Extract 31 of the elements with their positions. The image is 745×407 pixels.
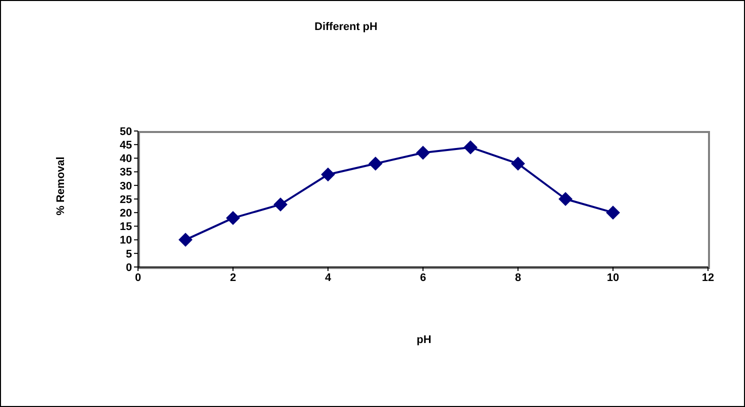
x-tick-label: 0 bbox=[134, 272, 142, 284]
y-tick-label: 50 bbox=[120, 126, 132, 138]
y-tick-label: 35 bbox=[120, 166, 132, 179]
y-axis-title: % Removal bbox=[55, 156, 67, 216]
x-tick-label: 10 bbox=[606, 272, 620, 284]
point bbox=[416, 146, 430, 160]
y-tick-label: 25 bbox=[120, 194, 132, 206]
point bbox=[274, 197, 288, 212]
point bbox=[558, 192, 572, 206]
y-tick-label: 15 bbox=[120, 221, 132, 234]
point bbox=[226, 211, 240, 226]
point bbox=[368, 156, 382, 171]
point bbox=[511, 156, 525, 171]
y-tick-label: 5 bbox=[126, 248, 132, 260]
x-axis-title: pH bbox=[416, 334, 432, 346]
y-tick-label: 10 bbox=[120, 234, 132, 247]
point bbox=[321, 168, 335, 182]
y-tick-label: 45 bbox=[120, 140, 132, 152]
point bbox=[464, 140, 478, 154]
x-tick-label: 6 bbox=[420, 272, 426, 284]
x-tick-label: 4 bbox=[324, 272, 332, 284]
x-tick-label: 12 bbox=[702, 272, 714, 284]
y-tick-label: 30 bbox=[120, 180, 132, 192]
y-tick-label: 0 bbox=[126, 262, 132, 274]
x-tick-label: 8 bbox=[514, 272, 522, 284]
y-tick-label: 20 bbox=[120, 208, 132, 220]
x-tick-label: 2 bbox=[230, 272, 236, 284]
chart-title: Different pH bbox=[314, 21, 378, 33]
point bbox=[606, 206, 620, 220]
point bbox=[178, 232, 192, 247]
y-tick-label: 40 bbox=[120, 153, 132, 166]
